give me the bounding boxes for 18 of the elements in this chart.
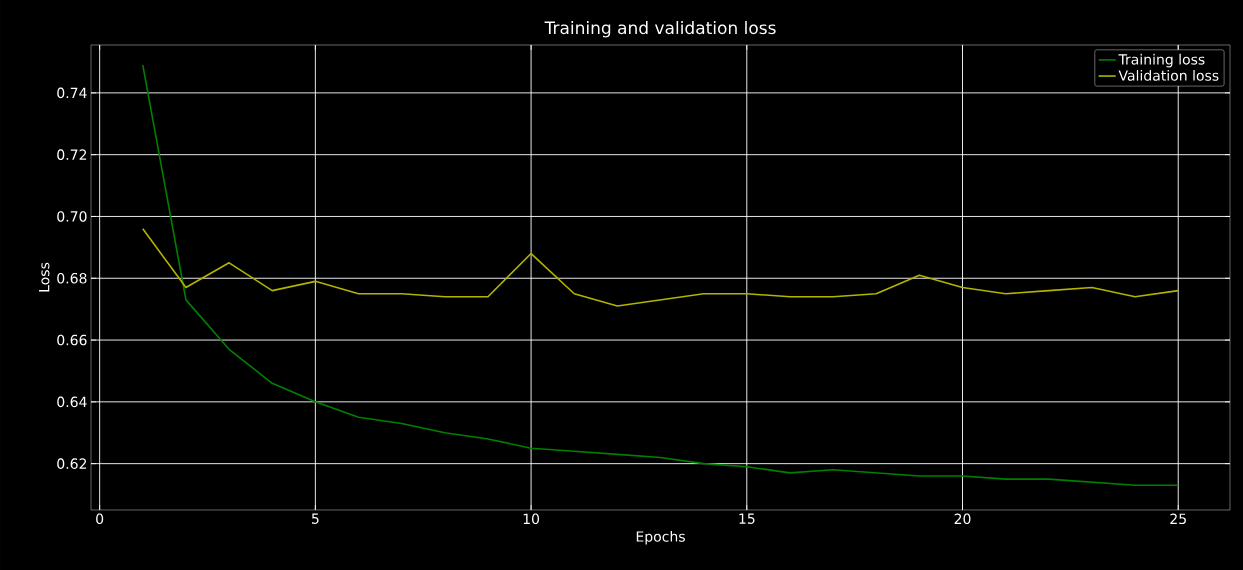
y-tick-label: 0.68 <box>57 272 87 284</box>
chart-title: Training and validation loss <box>544 21 776 38</box>
y-tick-label: 0.72 <box>57 149 87 160</box>
x-tick-label: 10 <box>523 513 540 525</box>
x-tick-label: 20 <box>954 513 971 525</box>
legend-label: Validation loss <box>1118 69 1219 81</box>
y-tick-label: 0.74 <box>57 87 87 99</box>
y-axis-title: Loss <box>39 262 50 292</box>
y-tick-label: 0.66 <box>57 334 87 346</box>
y-tick-label: 0.70 <box>57 211 87 222</box>
x-tick-label: 25 <box>1170 513 1186 525</box>
legend-label: Training loss <box>1118 53 1205 68</box>
x-tick-label: 5 <box>311 513 319 524</box>
x-axis-title: Epochs <box>636 530 685 545</box>
y-tick-label: 0.62 <box>57 458 87 469</box>
x-tick-label: 15 <box>739 513 755 524</box>
x-tick-label: 0 <box>96 513 104 525</box>
y-tick-label: 0.64 <box>57 396 87 408</box>
